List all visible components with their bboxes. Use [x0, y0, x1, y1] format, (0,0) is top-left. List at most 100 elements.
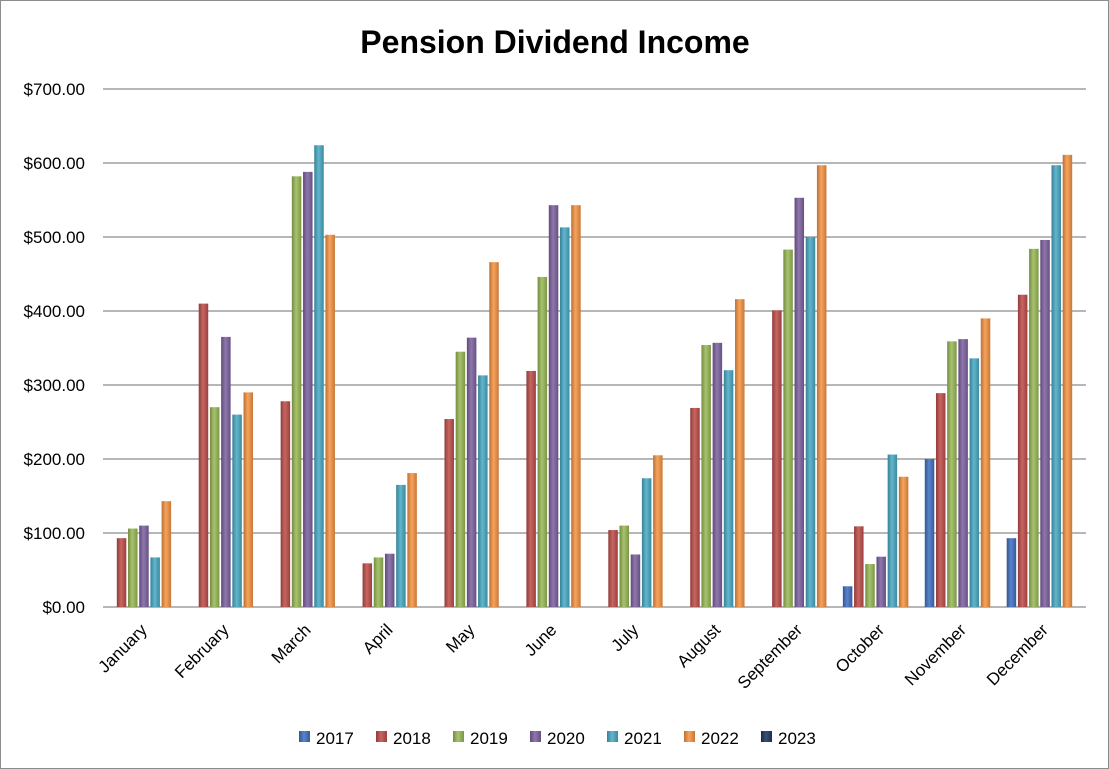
- bar-2018-march: [280, 401, 291, 607]
- x-tick-label: May: [442, 620, 478, 656]
- bar-2018-april: [362, 563, 373, 607]
- bar-2018-february: [198, 303, 209, 607]
- bar-2020-february: [221, 336, 231, 607]
- legend-label-2020: 2020: [547, 729, 585, 748]
- bar-2021-september: [805, 237, 816, 607]
- y-tick-label: $400.00: [24, 302, 85, 321]
- bar-2021-december: [1051, 165, 1061, 607]
- bar-2017-december: [1006, 538, 1017, 607]
- bar-2018-november: [935, 393, 946, 607]
- x-tick-label: December: [983, 620, 1052, 689]
- bar-2019-december: [1029, 248, 1039, 607]
- legend: 2017 2018 2019 2020 2021 2022 2023: [299, 729, 816, 748]
- bar-2019-october: [865, 564, 875, 607]
- legend-label-2017: 2017: [316, 729, 354, 748]
- bar-2022-september: [816, 165, 827, 607]
- legend-swatch-2021: [607, 731, 618, 742]
- x-tick-label: November: [901, 620, 970, 689]
- bar-2019-may: [455, 351, 466, 607]
- legend-swatch-2022: [684, 731, 695, 742]
- bar-2020-july: [630, 554, 641, 607]
- bar-2021-july: [641, 478, 652, 607]
- legend-swatch-2023: [761, 731, 772, 742]
- bar-2019-august: [701, 345, 711, 607]
- bar-2022-november: [980, 318, 991, 607]
- y-tick-label: $100.00: [24, 524, 85, 543]
- legend-label-2021: 2021: [624, 729, 662, 748]
- y-tick-label: $300.00: [24, 376, 85, 395]
- bar-2019-september: [783, 249, 793, 607]
- legend-swatch-2018: [376, 731, 387, 742]
- bar-2019-june: [537, 276, 548, 607]
- bar-2020-may: [466, 337, 477, 607]
- bar-2021-november: [969, 358, 980, 607]
- bar-2021-october: [887, 454, 898, 607]
- chart-title: Pension Dividend Income: [360, 24, 749, 60]
- legend-swatch-2020: [530, 731, 541, 742]
- bar-2019-january: [128, 528, 138, 607]
- bar-2021-august: [723, 370, 734, 607]
- bar-2019-april: [373, 557, 384, 607]
- bar-2017-october: [842, 586, 853, 607]
- bar-2018-august: [690, 407, 700, 607]
- bar-2022-june: [571, 205, 581, 607]
- bar-2020-september: [794, 197, 805, 607]
- bar-2022-august: [735, 299, 745, 607]
- legend-swatch-2019: [453, 731, 464, 742]
- bar-2021-february: [232, 414, 242, 607]
- bar-2020-march: [303, 171, 313, 607]
- bar-2020-november: [958, 339, 968, 607]
- y-tick-label: $200.00: [24, 450, 85, 469]
- bar-2020-august: [712, 342, 723, 607]
- bar-2019-november: [947, 341, 957, 607]
- bar-2020-june: [548, 205, 559, 607]
- bar-2022-april: [407, 473, 417, 607]
- bar-2020-december: [1040, 239, 1050, 607]
- bar-2022-july: [653, 455, 663, 607]
- bar-2022-march: [325, 234, 335, 607]
- bar-2018-january: [116, 538, 127, 607]
- x-tick-label: April: [359, 620, 396, 657]
- bar-2018-september: [772, 310, 782, 607]
- bar-2020-october: [876, 556, 886, 607]
- bars: [116, 145, 1073, 608]
- gridlines: [103, 88, 1086, 608]
- x-tick-label: July: [607, 620, 642, 655]
- legend-label-2019: 2019: [470, 729, 508, 748]
- bar-2021-january: [150, 557, 160, 607]
- x-tick-label: August: [673, 620, 724, 671]
- bar-2019-march: [291, 176, 302, 607]
- legend-label-2018: 2018: [393, 729, 431, 748]
- bar-2022-may: [489, 262, 499, 607]
- bar-2018-july: [608, 530, 618, 607]
- bar-2018-october: [854, 526, 864, 607]
- bar-2019-february: [209, 407, 220, 607]
- legend-label-2022: 2022: [701, 729, 739, 748]
- y-tick-label: $500.00: [24, 228, 85, 247]
- x-tick-label: February: [171, 620, 233, 682]
- bar-2021-june: [559, 227, 570, 607]
- bar-2019-july: [619, 525, 630, 607]
- bar-2018-june: [526, 370, 536, 607]
- bar-2020-january: [139, 525, 149, 607]
- bar-2017-november: [924, 459, 935, 607]
- x-tick-label: March: [268, 620, 315, 667]
- bar-2021-april: [396, 484, 406, 607]
- legend-swatch-2017: [299, 731, 310, 742]
- bar-2021-march: [314, 145, 324, 608]
- bar-2022-october: [898, 476, 909, 607]
- y-tick-label: $0.00: [42, 598, 85, 617]
- x-axis-ticks: January February March April May June July Augu…: [95, 620, 1053, 693]
- y-tick-label: $700.00: [24, 80, 85, 99]
- x-tick-label: October: [832, 620, 888, 676]
- bar-2022-january: [161, 501, 172, 607]
- x-tick-label: January: [95, 620, 152, 677]
- legend-label-2023: 2023: [778, 729, 816, 748]
- bar-2022-february: [243, 392, 254, 607]
- bar-2021-may: [478, 375, 488, 607]
- x-tick-label: September: [734, 620, 806, 692]
- x-tick-label: June: [521, 620, 561, 660]
- bar-2018-may: [444, 419, 454, 607]
